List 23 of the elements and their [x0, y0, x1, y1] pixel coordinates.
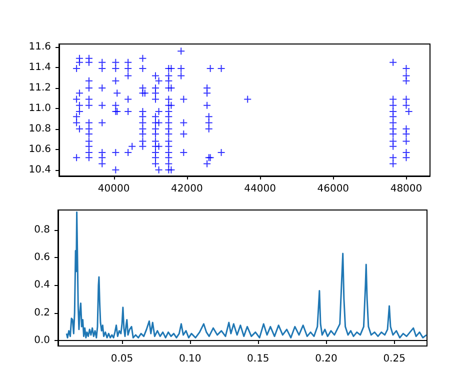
x-tick-label: 0.15 — [247, 354, 270, 364]
x-tick-label: 46000 — [317, 184, 350, 194]
x-tick-label: 0.10 — [178, 354, 202, 364]
y-tick-label: 11.0 — [28, 102, 51, 114]
x-tick-label: 44000 — [244, 184, 276, 194]
y-tick-label: 11.2 — [28, 82, 51, 94]
y-tick-label: 0.2 — [34, 307, 50, 318]
y-tick-label: 0.8 — [34, 224, 50, 236]
x-tick-label: 42000 — [171, 184, 203, 194]
y-tick-label: 10.4 — [28, 164, 51, 176]
y-tick-label: 0.6 — [34, 252, 50, 264]
x-tick-label: 48000 — [390, 184, 422, 194]
y-tick-label: 11.6 — [28, 42, 51, 53]
y-tick-label: 10.6 — [28, 144, 51, 155]
x-tick-label: 0.25 — [383, 354, 406, 364]
line-series — [66, 211, 428, 338]
y-tick-label: 11.4 — [28, 62, 51, 74]
y-tick-label: 10.8 — [28, 123, 51, 134]
x-tick-label: 40000 — [98, 184, 130, 194]
y-tick-label: 0.0 — [34, 334, 50, 346]
y-tick-label: 0.4 — [34, 280, 50, 291]
x-tick-label: 0.05 — [110, 354, 134, 364]
x-tick-label: 0.20 — [315, 354, 338, 364]
